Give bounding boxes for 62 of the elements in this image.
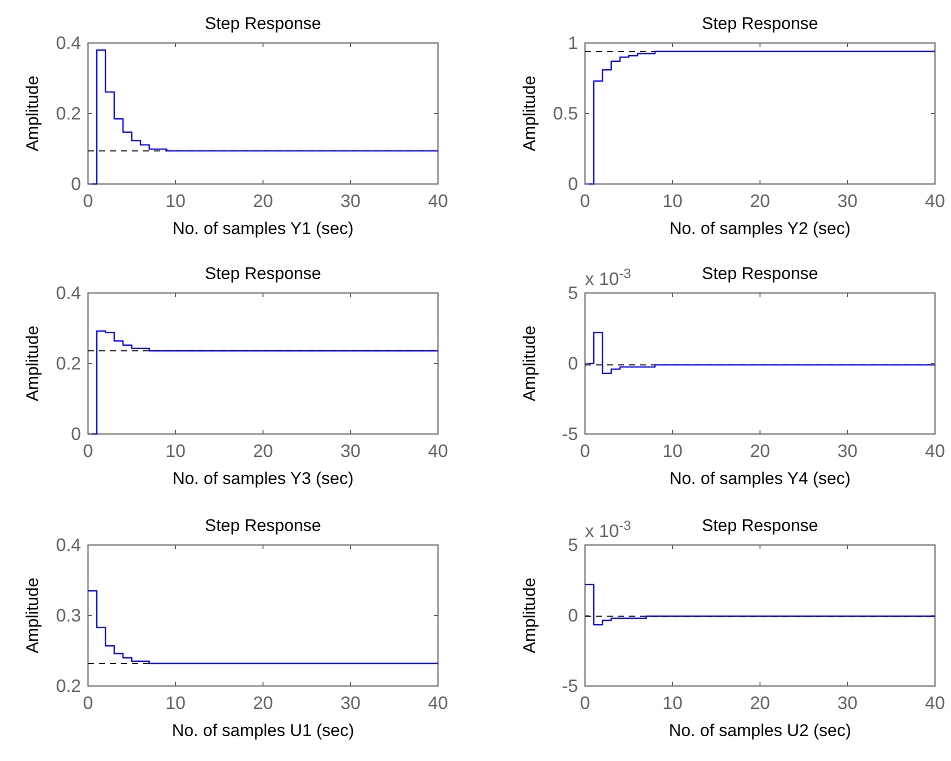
y-tick-label: 1 [568, 33, 578, 53]
x-tick-label: 10 [165, 693, 186, 713]
x-tick-label: 20 [252, 441, 274, 461]
x-tick-label: 40 [428, 191, 448, 211]
y-tick-label: 5 [568, 283, 578, 303]
y-tick-label: 5 [568, 535, 578, 555]
x-axis-title: No. of samples Y2 (sec) [669, 219, 851, 238]
x-tick-label: 30 [340, 441, 361, 461]
y-tick-label: 0.2 [56, 354, 81, 374]
x-tick-label: 20 [252, 693, 274, 713]
x-tick-label: 20 [252, 191, 274, 211]
y-tick-label: 0.3 [56, 606, 81, 626]
x-tick-label: 40 [924, 441, 946, 461]
y-axis-title: Amplitude [520, 326, 539, 402]
x-tick-label: 30 [837, 191, 858, 211]
x-tick-label: 30 [837, 693, 858, 713]
y-tick-label: 0 [568, 174, 578, 194]
y-tick-label: 0.2 [56, 104, 81, 124]
x-axis-title: No. of samples Y4 (sec) [669, 469, 851, 488]
y-axis-title: Amplitude [520, 578, 539, 654]
y-tick-label: 0.2 [56, 676, 81, 696]
y-axis-title: Amplitude [23, 578, 42, 654]
x-tick-label: 40 [924, 693, 946, 713]
x-axis-title: No. of samples U2 (sec) [668, 721, 852, 740]
x-tick-label: 40 [428, 441, 448, 461]
x-tick-label: 10 [165, 441, 186, 461]
x-tick-label: 10 [662, 693, 683, 713]
x-tick-label: 30 [340, 693, 361, 713]
y-axis-title: Amplitude [23, 76, 42, 152]
y-tick-label: -5 [562, 676, 578, 696]
chart-title: Step Response [204, 14, 322, 33]
y-tick-label: 0 [70, 424, 81, 444]
y-tick-label: 0 [568, 606, 578, 626]
y-tick-label: -5 [562, 424, 578, 444]
y-axis-title: Amplitude [23, 326, 42, 402]
x-tick-label: 20 [750, 441, 770, 461]
chart-title: Step Response [702, 14, 818, 33]
chart-title: Step Response [702, 516, 818, 535]
x-tick-label: 30 [837, 441, 858, 461]
y-tick-label: 0.4 [56, 283, 81, 303]
y-tick-label: 0.5 [552, 104, 578, 124]
y-tick-label: 0 [568, 354, 578, 374]
x-axis-title: No. of samples U1 (sec) [172, 721, 354, 740]
y-tick-label: 0.4 [56, 535, 81, 555]
x-tick-label: 20 [750, 693, 770, 713]
x-tick-label: 10 [662, 441, 683, 461]
x-tick-label: 40 [428, 693, 448, 713]
y-tick-label: 0 [70, 174, 81, 194]
chart-title: Step Response [204, 516, 322, 535]
x-tick-label: 10 [662, 191, 683, 211]
text: x 10$^{-3}$ [585, 518, 632, 541]
x-tick-label: 10 [165, 191, 186, 211]
chart-title: Step Response [204, 264, 322, 283]
x-axis-title: No. of samples Y3 (sec) [172, 469, 354, 488]
y-tick-label: 0.4 [56, 33, 81, 53]
text: x 10$^{-3}$ [585, 266, 632, 289]
y-axis-title: Amplitude [520, 76, 539, 152]
chart-title: Step Response [702, 264, 818, 283]
x-tick-label: 20 [750, 191, 770, 211]
x-axis-title: No. of samples Y1 (sec) [172, 219, 354, 238]
x-tick-label: 40 [924, 191, 946, 211]
x-tick-label: 30 [340, 191, 361, 211]
